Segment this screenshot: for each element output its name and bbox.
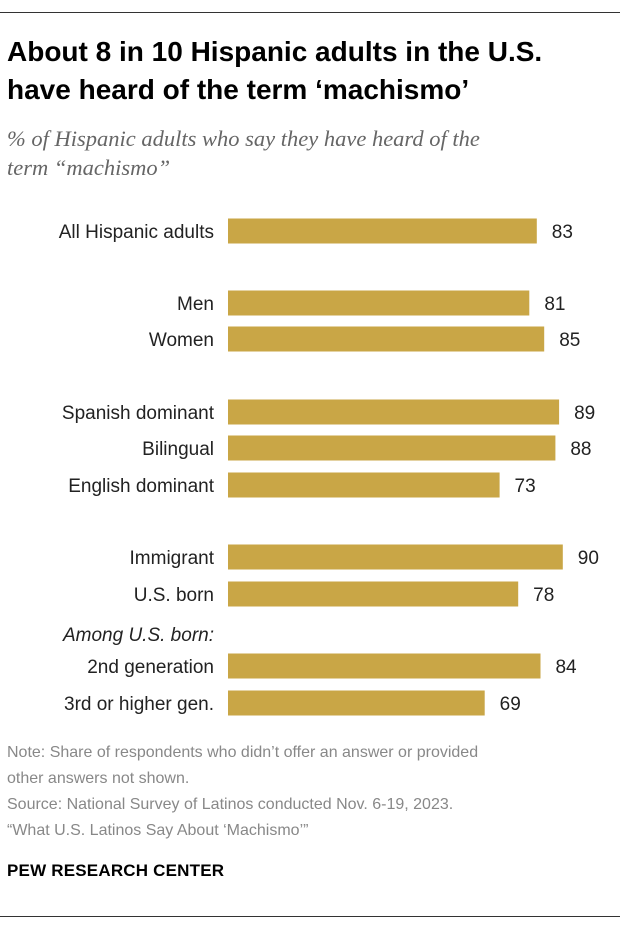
value-label-spanish-dominant: 89 [574,403,595,424]
chart-title-line-1: About 8 in 10 Hispanic adults in the U.S… [7,36,543,67]
category-label-2nd-generation: 2nd generation [87,657,214,678]
value-label-3rd-or-higher-gen: 69 [500,694,521,715]
bar-men [228,290,530,316]
value-label-immigrant: 90 [578,548,599,569]
chart-subtitle-line-2: term “machismo” [7,155,171,180]
note-line-1: Note: Share of respondents who didn’t of… [7,744,479,761]
category-label-english-dominant: English dominant [68,476,214,497]
bar-2nd-generation [228,653,541,679]
brand-name: PEW RESEARCH CENTER [7,861,225,880]
chart-subtitle-line-1: % of Hispanic adults who say they have h… [7,126,480,151]
value-label-u-s-born: 78 [533,585,554,606]
bar-immigrant [228,544,563,570]
bar-all-hispanic-adults [228,218,537,244]
bar-spanish-dominant [228,399,560,425]
category-label-spanish-dominant: Spanish dominant [62,403,215,424]
group-label-us-born: Among U.S. born: [62,625,214,646]
chart-title: About 8 in 10 Hispanic adults in the U.S… [7,33,613,109]
bar-english-dominant [228,472,500,498]
top-rule [0,12,620,13]
category-label-bilingual: Bilingual [142,439,214,460]
category-label-immigrant: Immigrant [130,548,215,569]
note-line-2: other answers not shown. [7,770,190,787]
bar-women [228,326,545,352]
category-label-all-hispanic-adults: All Hispanic adults [59,222,214,243]
bar-chart: All Hispanic adults 83 Men 81 Women 85 Spanish… [59,218,599,716]
bar-bilingual [228,435,556,461]
value-label-women: 85 [559,330,580,351]
category-label-women: Women [149,330,214,351]
category-label-men: Men [177,294,214,315]
category-label-3rd-or-higher-gen: 3rd or higher gen. [64,694,214,715]
bar-u-s-born [228,581,519,607]
value-label-2nd-generation: 84 [555,657,577,678]
source-line-1: Source: National Survey of Latinos condu… [7,796,454,813]
value-label-bilingual: 88 [570,439,591,460]
chart-subtitle: % of Hispanic adults who say they have h… [7,124,607,182]
value-label-men: 81 [544,294,565,315]
bar-3rd-or-higher-gen [228,690,485,716]
value-label-english-dominant: 73 [515,476,536,497]
category-label-u-s-born: U.S. born [134,585,214,606]
chart-title-line-2: have heard of the term ‘machismo’ [7,74,470,105]
chart-notes: Note: Share of respondents who didn’t of… [7,740,607,844]
value-label-all-hispanic-adults: 83 [552,222,573,243]
bottom-rule [0,916,620,917]
source-line-2: “What U.S. Latinos Say About ‘Machismo’” [7,822,309,839]
